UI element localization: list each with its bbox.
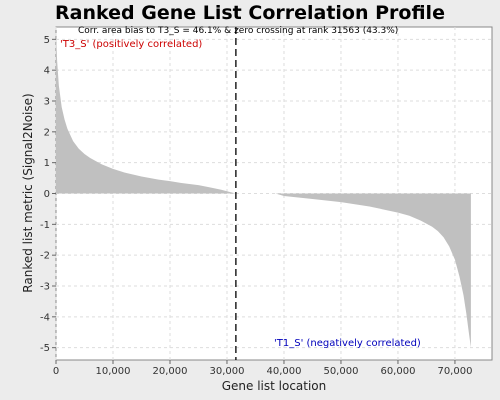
grid-layer [55, 27, 492, 360]
x-tick-label: 10,000 [95, 366, 130, 377]
y-tick-label: 3 [44, 97, 50, 108]
x-axis-label: Gene list location [222, 379, 327, 393]
y-tick-label: 2 [44, 127, 50, 138]
y-tick-label: -2 [40, 251, 50, 262]
y-tick-label: -1 [40, 220, 50, 231]
y-tick-label: -3 [40, 282, 50, 293]
y-tick-label: 1 [44, 158, 50, 169]
y-tick-label: -5 [40, 343, 50, 354]
y-tick-label: 4 [44, 66, 50, 77]
chart-title: Ranked Gene List Correlation Profile [55, 2, 445, 24]
area-bias-note: Corr. area bias to T3_S = 46.1% & zero c… [78, 26, 398, 36]
negative-correlation-label: 'T1_S' (negatively correlated) [274, 338, 421, 349]
correlation-area [56, 33, 471, 348]
x-tick-label: 20,000 [152, 366, 187, 377]
x-tick-label: 30,000 [209, 366, 244, 377]
x-tick-label: 70,000 [437, 366, 472, 377]
x-axis-ticks: 0 10,000 20,000 30,000 40,000 50,000 60,000 70,… [53, 360, 472, 377]
x-tick-label: 60,000 [380, 366, 415, 377]
y-tick-label: 5 [44, 35, 50, 46]
y-tick-label: 0 [44, 189, 50, 200]
positive-correlation-label: 'T3_S' (positively correlated) [60, 39, 202, 50]
x-tick-label: 50,000 [323, 366, 358, 377]
y-axis-ticks: 5 4 3 2 1 0 -1 -2 -3 -4 -5 [40, 35, 56, 354]
x-tick-label: 0 [53, 366, 59, 377]
x-tick-label: 40,000 [266, 366, 301, 377]
y-axis-label: Ranked list metric (Signal2Noise) [21, 93, 35, 292]
y-tick-label: -4 [40, 312, 50, 323]
